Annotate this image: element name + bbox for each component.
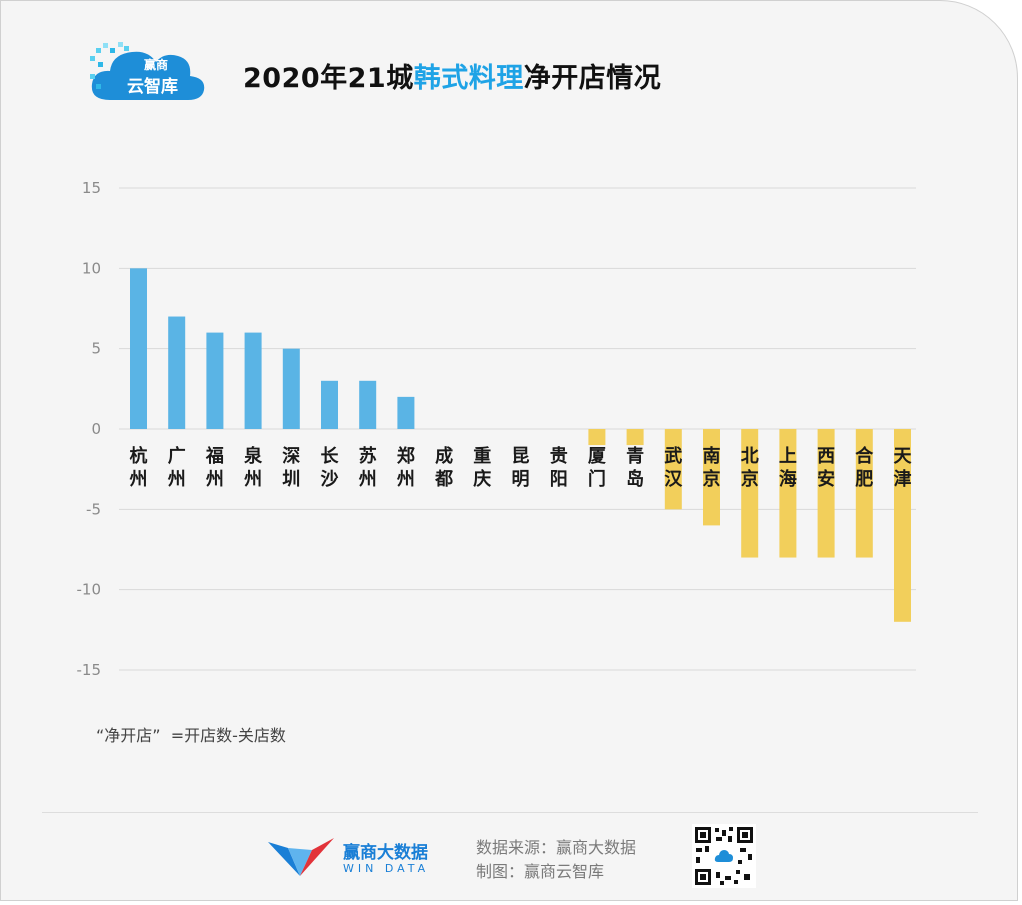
bar-厦门 (588, 429, 606, 446)
bar-合肥 (855, 429, 873, 558)
category-label: 郑州 (396, 445, 415, 490)
bar-上海 (779, 429, 797, 558)
category-label: 泉州 (243, 445, 263, 490)
logo-text-bottom: 云智库 (127, 77, 178, 97)
brand-name-en: WIN DATA (343, 862, 430, 875)
bar-西安 (817, 429, 835, 558)
y-tick-label: -15 (77, 661, 102, 679)
bar-青岛 (626, 429, 644, 446)
category-label: 北京 (741, 446, 759, 490)
category-label: 武汉 (664, 446, 683, 490)
y-tick-label: 10 (82, 259, 101, 277)
category-label: 杭州 (129, 445, 148, 490)
category-label: 上海 (779, 446, 797, 490)
category-label: 昆明 (512, 446, 530, 490)
category-label: 福州 (205, 445, 224, 490)
bar-南京 (703, 429, 720, 526)
category-label: 南京 (703, 445, 721, 490)
footnote: “净开店” =开店数-关店数 (96, 726, 286, 745)
bar-苏州 (359, 380, 377, 429)
bar-北京 (741, 429, 759, 558)
y-tick-label: -10 (77, 581, 102, 599)
title-prefix: 2020年21城 (243, 63, 414, 94)
win-data-logo-icon (268, 838, 334, 876)
bar-郑州 (397, 396, 415, 429)
bar-福州 (206, 332, 224, 429)
y-tick-label: 5 (91, 340, 101, 358)
bar-泉州 (244, 332, 262, 429)
bar-深圳 (282, 348, 300, 429)
bar-长沙 (321, 380, 338, 429)
bar-武汉 (664, 429, 682, 510)
category-label: 贵阳 (550, 446, 568, 490)
category-label: 青岛 (626, 446, 644, 490)
category-label: 重庆 (473, 445, 491, 490)
y-tick-label: 15 (82, 179, 101, 197)
category-label: 苏州 (358, 445, 377, 490)
bar-广州 (168, 316, 186, 429)
footer-divider (42, 812, 978, 813)
category-label: 广州 (167, 445, 186, 490)
credit-line: 制图：赢商云智库 (476, 862, 605, 881)
bar-天津 (894, 429, 911, 622)
category-label: 西安 (817, 446, 835, 490)
title-suffix: 净开店情况 (523, 63, 662, 94)
category-label: 长沙 (321, 446, 340, 490)
category-label: 天津 (894, 446, 913, 490)
title-highlight: 韩式料理 (413, 63, 524, 94)
source-line: 数据来源：赢商大数据 (476, 838, 637, 857)
y-tick-label: 0 (91, 420, 101, 438)
cloud-logo-icon (90, 42, 205, 100)
brand-name-cn: 赢商大数据 (343, 843, 428, 863)
source-text: 数据来源：赢商大数据 制图：赢商云智库 (476, 836, 636, 884)
chart-title: 2020年21城韩式料理净开店情况 (243, 56, 661, 95)
category-label: 厦门 (588, 446, 607, 490)
category-label: 深圳 (282, 445, 300, 490)
bar-chart: 15 10 5 0 -5 -10 -15 杭州广州福州泉州深圳长沙苏州郑州成都重庆昆明贵阳厦门… (77, 179, 916, 679)
qr-code-icon (692, 824, 756, 888)
category-label: 成都 (434, 445, 453, 490)
y-tick-label: -5 (86, 500, 101, 518)
category-label: 合肥 (854, 445, 874, 490)
bar-杭州 (130, 268, 147, 429)
logo-text-top: 赢商 (144, 58, 169, 72)
